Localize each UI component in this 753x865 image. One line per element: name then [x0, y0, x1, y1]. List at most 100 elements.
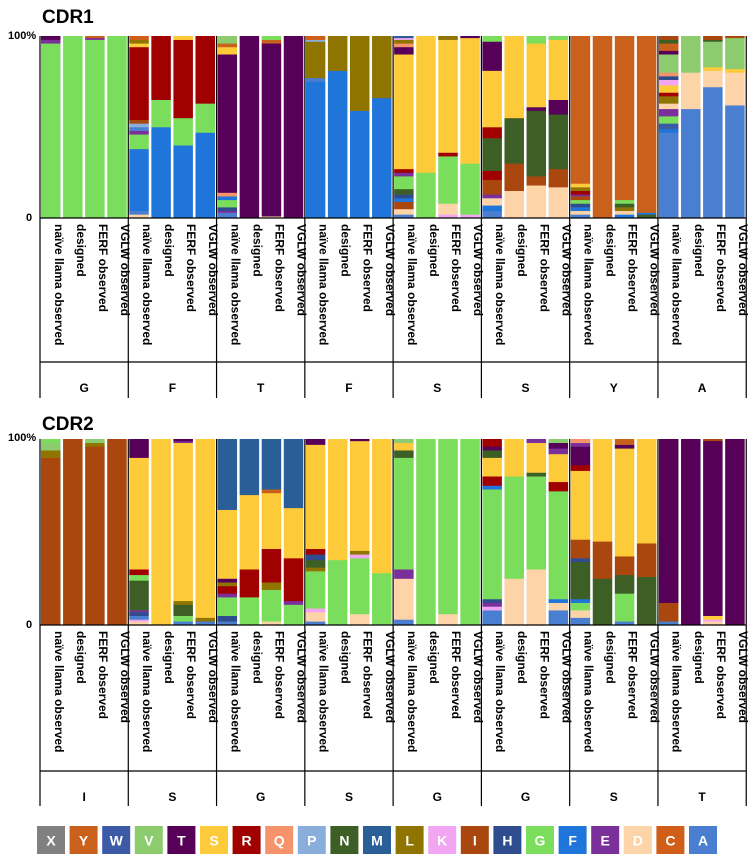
category-label: VGLW observed — [648, 631, 662, 723]
bar-segment-D — [504, 190, 524, 219]
bar-segment-A — [394, 214, 414, 219]
bar-segment-A — [217, 212, 238, 219]
bar-segment-S — [526, 442, 547, 473]
category-label: designed — [604, 224, 618, 277]
bar-segment-R — [217, 585, 238, 594]
bar-segment-G — [416, 172, 436, 219]
bar-segment-A — [658, 621, 679, 626]
bar-segment-Q — [658, 72, 679, 77]
bar-segment-G — [217, 199, 238, 208]
bar-segment-K — [349, 554, 370, 559]
bar-segment-F — [327, 70, 348, 219]
position-label: Y — [610, 381, 618, 395]
bar-segment-A — [129, 615, 149, 620]
bar-segment-A — [482, 610, 502, 626]
bar-segment-G — [239, 597, 260, 626]
legend-label: G — [535, 833, 546, 849]
category-label: designed — [515, 631, 529, 684]
bar-segment-F — [482, 205, 502, 212]
bar-segment-D — [261, 216, 282, 219]
bar-segment-G — [548, 491, 569, 600]
category-label: VGLW observed — [206, 224, 220, 316]
bar-segment-G — [349, 558, 370, 615]
bar-segment-M — [394, 36, 414, 39]
category-label: FERF observed — [626, 631, 640, 719]
bar-segment-G — [548, 36, 569, 40]
bar-segment-N — [482, 450, 502, 458]
bar-segment-L — [438, 36, 458, 40]
position-label: G — [521, 790, 530, 804]
bar-segment-S — [570, 470, 591, 540]
bar-segment-R — [129, 46, 149, 121]
bar-segment-G — [85, 39, 105, 219]
bar-segment-N — [526, 110, 547, 177]
legend-swatch-Y — [69, 826, 98, 854]
bar-segment-H — [570, 203, 591, 208]
bar-segment-I — [570, 539, 591, 559]
bar-segment-A — [195, 621, 215, 626]
category-label: naïve llama observed — [140, 224, 154, 345]
bar-segment-A — [570, 214, 591, 219]
bar-segment-H — [482, 598, 502, 603]
bar-segment-G — [129, 134, 149, 150]
category-label: FERF observed — [272, 224, 286, 312]
category-label: FERF observed — [184, 224, 198, 312]
bar-segment-S — [173, 442, 193, 602]
bar-segment-R — [570, 190, 591, 195]
legend-label: L — [405, 833, 414, 849]
category-label: naïve llama observed — [228, 224, 242, 345]
bar-segment-A — [482, 210, 502, 219]
bar-segment-L — [305, 41, 326, 79]
bar-segment-N — [658, 39, 679, 44]
bar-segment-D — [548, 602, 569, 611]
category-label: designed — [515, 224, 529, 277]
bar-segment-L — [195, 617, 215, 622]
bar-segment-I — [504, 163, 524, 191]
bar-segment-G — [261, 589, 282, 622]
category-label: designed — [250, 631, 264, 684]
bar-segment-G — [63, 36, 83, 219]
bar-segment-E — [526, 439, 547, 444]
category-label: designed — [692, 224, 706, 277]
bar-segment-K — [438, 214, 458, 219]
bar-segment-E — [217, 210, 238, 213]
bar-segment-S — [261, 492, 282, 550]
bar-segment-S — [548, 453, 569, 483]
bar-segment-G — [305, 571, 326, 609]
bar-segment-G — [394, 176, 414, 190]
bar-segment-T — [681, 439, 701, 626]
bar-segment-E — [570, 194, 591, 197]
bar-segment-N — [548, 114, 569, 170]
bar-segment-D — [261, 621, 282, 626]
bar-segment-N — [305, 559, 326, 568]
bar-segment-M — [239, 439, 260, 496]
bar-segment-I — [107, 439, 127, 626]
category-label: naïve llama observed — [228, 631, 242, 752]
category-label: FERF observed — [361, 631, 375, 719]
bar-segment-V — [394, 439, 414, 444]
position-label: S — [610, 790, 618, 804]
bar-segment-G — [570, 199, 591, 204]
legend-label: K — [437, 833, 447, 849]
bar-segment-D — [438, 613, 458, 626]
bar-segment-F — [548, 598, 569, 603]
cdr2-title: CDR2 — [42, 414, 94, 435]
position-label: S — [433, 381, 441, 395]
bar-segment-S — [504, 439, 524, 477]
bar-segment-E — [394, 172, 414, 177]
bar-segment-G — [482, 36, 502, 42]
category-label: FERF observed — [449, 224, 463, 312]
bar-segment-F — [195, 132, 215, 219]
bar-segment-T — [570, 446, 591, 466]
legend-swatch-D — [623, 826, 652, 854]
bar-segment-A — [305, 621, 326, 626]
bar-segment-L — [261, 582, 282, 590]
bar-segment-E — [658, 108, 679, 117]
legend-label: I — [473, 833, 477, 849]
bar-segment-F — [217, 196, 238, 201]
category-label: VGLW observed — [559, 224, 573, 316]
bar-segment-S — [372, 439, 392, 574]
legend-label: F — [568, 833, 577, 849]
bar-segment-S — [283, 507, 304, 559]
bar-segment-A — [129, 210, 149, 215]
